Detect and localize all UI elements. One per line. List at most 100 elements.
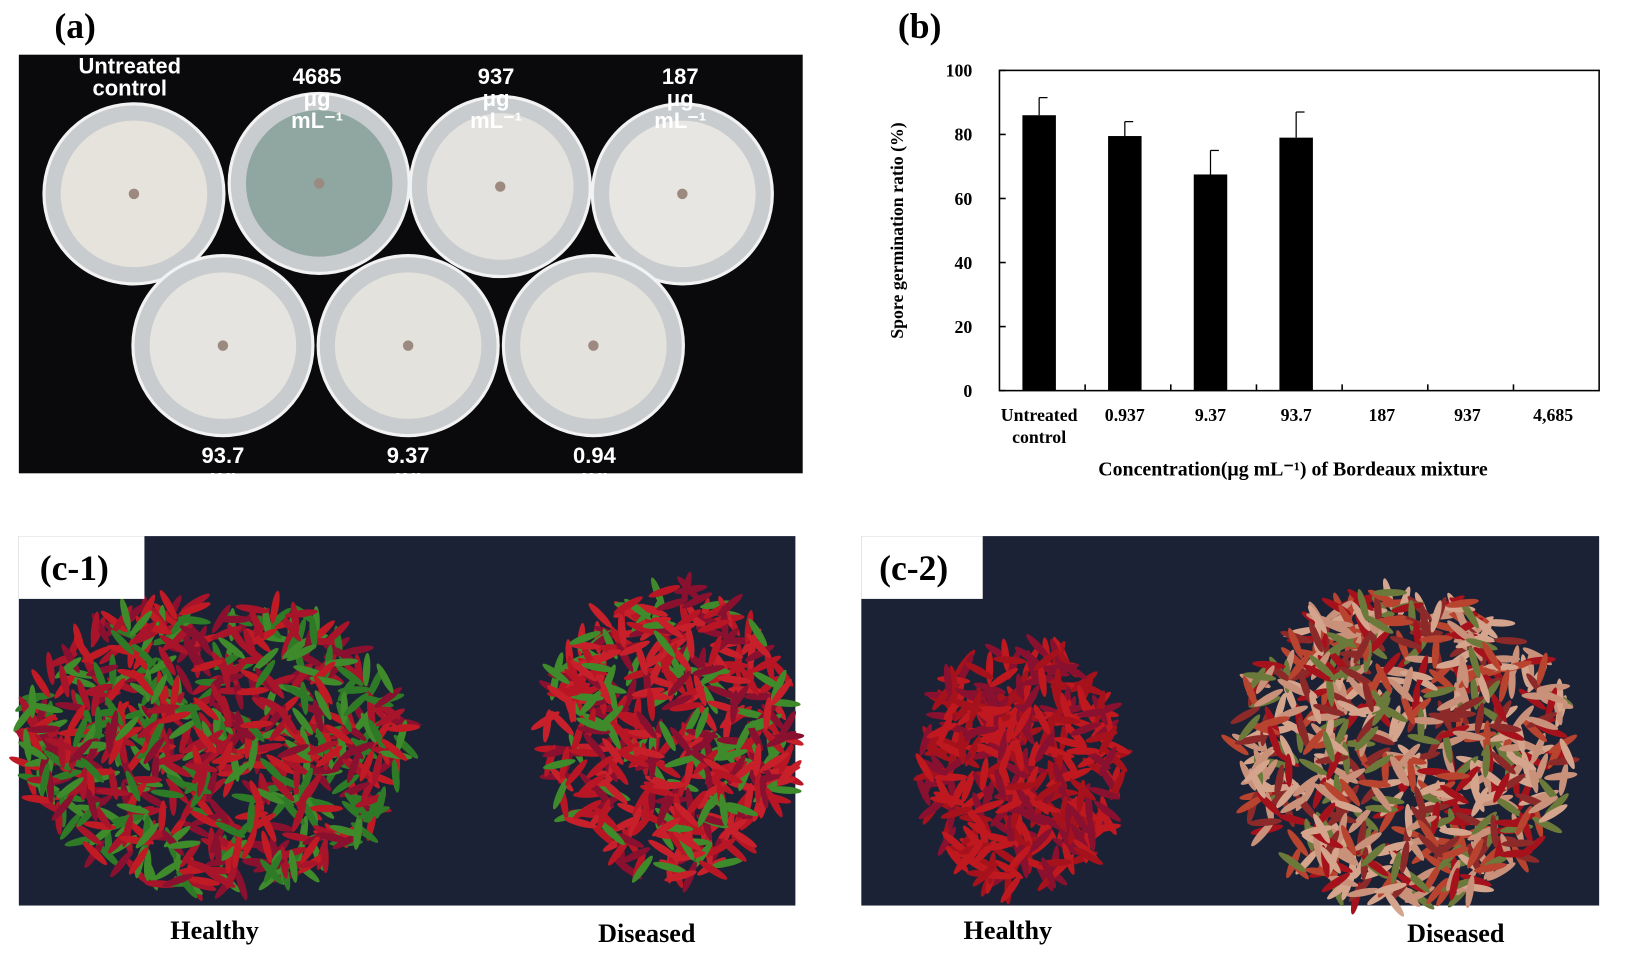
pepper (1423, 863, 1442, 894)
pepper (143, 736, 165, 765)
pepper (964, 726, 998, 736)
pepper (1536, 683, 1571, 692)
pepper (146, 704, 180, 714)
pepper (343, 741, 375, 757)
pepper (569, 631, 601, 645)
pepper (677, 576, 701, 602)
pepper (659, 721, 676, 752)
pepper (669, 702, 703, 712)
pepper (1292, 774, 1320, 797)
pepper (1014, 738, 1024, 772)
pepper (1493, 772, 1510, 803)
pepper (159, 590, 178, 620)
pepper (280, 613, 302, 642)
pepper (720, 839, 747, 862)
pepper (67, 704, 86, 734)
pepper (759, 775, 769, 809)
pepper (162, 873, 195, 887)
pepper (1442, 746, 1455, 779)
pepper (1279, 735, 1296, 766)
pepper (1275, 782, 1299, 809)
pepper (1372, 696, 1391, 726)
pepper (1054, 667, 1062, 702)
pepper (602, 780, 628, 805)
pepper (1093, 800, 1122, 822)
pepper (104, 696, 124, 726)
pepper (161, 829, 185, 856)
pepper (972, 799, 1005, 814)
pepper (1453, 696, 1484, 713)
pepper (1287, 829, 1309, 857)
pepper (1234, 735, 1268, 745)
y-tick-label: 0 (963, 381, 972, 401)
pepper (197, 763, 208, 797)
pepper (599, 822, 626, 846)
pepper (158, 800, 167, 834)
pepper (586, 755, 613, 779)
pepper (254, 788, 285, 805)
pepper (180, 820, 211, 838)
pepper (1334, 718, 1349, 750)
pepper (593, 806, 619, 830)
pepper (646, 687, 655, 722)
pepper (607, 757, 629, 786)
pepper (1534, 753, 1549, 785)
pepper (1374, 882, 1407, 894)
pepper (636, 603, 668, 617)
pepper (979, 706, 1013, 718)
pepper (708, 635, 722, 668)
plate-center (677, 188, 688, 200)
pepper (1280, 795, 1310, 814)
pepper (1076, 708, 1110, 718)
pepper (922, 742, 952, 762)
pepper (1088, 787, 1121, 800)
panel-label: (b) (898, 6, 941, 46)
pepper (590, 649, 622, 664)
pepper (39, 762, 50, 796)
y-tick-label: 20 (954, 317, 972, 337)
pepper (1243, 672, 1277, 681)
pepper (386, 724, 421, 732)
pepper (1097, 806, 1117, 835)
pepper (96, 788, 130, 797)
pepper (565, 759, 588, 786)
panel-label: (c-2) (879, 548, 948, 588)
pepper (360, 712, 377, 744)
pepper (1449, 867, 1460, 901)
plate-label: 9.37 μg mL⁻¹ (382, 443, 434, 512)
pepper (329, 825, 362, 837)
pepper (270, 590, 280, 624)
pepper (1482, 641, 1501, 671)
pepper (1506, 753, 1537, 771)
pepper (346, 751, 361, 783)
x-tick-label: 93.7 (1281, 405, 1312, 425)
pepper (573, 799, 602, 819)
pepper (159, 635, 189, 655)
pepper (340, 645, 374, 655)
pepper (51, 794, 74, 821)
pepper (995, 797, 1026, 814)
pepper (570, 659, 597, 682)
plate-label: 187 μg mL⁻¹ (654, 64, 706, 133)
pepper (1297, 717, 1310, 750)
pepper (1455, 766, 1479, 792)
pepper (1439, 784, 1469, 804)
pepper (1439, 827, 1473, 836)
pepper (1054, 736, 1087, 749)
pepper (1501, 839, 1535, 848)
pepper (989, 667, 1018, 688)
pepper (185, 859, 218, 874)
pepper (1490, 692, 1507, 723)
pepper (218, 741, 233, 773)
pepper (315, 745, 343, 768)
pepper (1356, 715, 1378, 743)
pepper (128, 775, 163, 784)
pepper (652, 817, 681, 837)
pepper (1110, 769, 1126, 800)
pepper (213, 832, 222, 866)
pepper (652, 758, 681, 779)
pepper (1299, 672, 1312, 704)
pepper (324, 621, 350, 645)
pepper (1047, 716, 1081, 725)
pepper (315, 832, 349, 843)
